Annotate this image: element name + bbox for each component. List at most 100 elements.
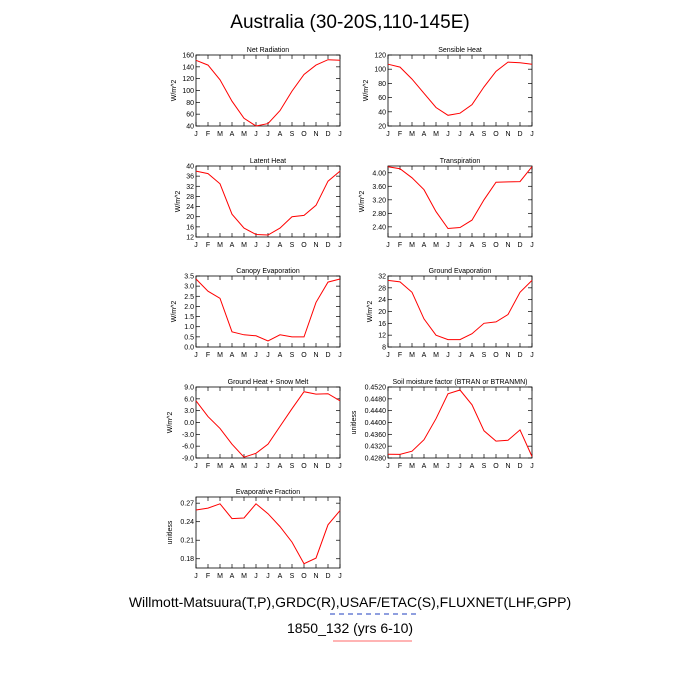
x-tick-label: J xyxy=(338,463,342,470)
y-tick-label: 32 xyxy=(186,184,194,191)
data-point xyxy=(531,166,532,167)
data-point xyxy=(303,215,304,216)
data-point xyxy=(399,168,400,169)
data-point xyxy=(291,90,292,91)
x-tick-label: M xyxy=(433,131,439,138)
y-axis-label: W/m^2 xyxy=(359,191,366,213)
x-tick-label: M xyxy=(241,352,247,359)
data-point xyxy=(387,64,388,65)
y-tick-label: 2.5 xyxy=(184,294,194,301)
x-tick-label: A xyxy=(278,463,283,470)
x-tick-label: M xyxy=(241,131,247,138)
y-tick-label: 9.0 xyxy=(184,385,194,392)
x-tick-label: J xyxy=(530,463,534,470)
x-tick-label: O xyxy=(301,463,307,470)
y-tick-label: 16 xyxy=(378,321,386,328)
y-tick-label: 40 xyxy=(186,124,194,131)
data-point xyxy=(483,430,484,431)
data-point xyxy=(231,101,232,102)
data-point xyxy=(411,79,412,80)
y-tick-label: 60 xyxy=(378,95,386,102)
x-tick-label: J xyxy=(386,352,390,359)
x-tick-label: J xyxy=(530,242,534,249)
x-tick-label: A xyxy=(230,131,235,138)
panel-title: Ground Evaporation xyxy=(429,268,492,275)
x-tick-label: J xyxy=(386,463,390,470)
data-point xyxy=(207,291,208,292)
data-point xyxy=(303,563,304,564)
x-tick-label: A xyxy=(278,352,283,359)
x-tick-label: A xyxy=(230,352,235,359)
data-point xyxy=(531,64,532,65)
y-tick-label: 6.0 xyxy=(184,396,194,403)
x-tick-label: J xyxy=(254,573,258,580)
x-tick-label: A xyxy=(278,573,283,580)
panel-frame xyxy=(387,386,533,459)
data-point xyxy=(495,441,496,442)
data-point xyxy=(507,314,508,315)
y-tick-label: 20 xyxy=(378,309,386,316)
x-tick-label: S xyxy=(290,463,295,470)
data-point xyxy=(279,334,280,335)
panel-title: Latent Heat xyxy=(250,158,286,165)
data-point xyxy=(447,228,448,229)
series-line xyxy=(195,503,341,565)
data-point xyxy=(531,456,532,457)
data-point xyxy=(459,113,460,114)
x-tick-label: D xyxy=(325,463,330,470)
data-point xyxy=(327,59,328,60)
x-tick-label: F xyxy=(206,573,210,580)
data-point xyxy=(291,541,292,542)
y-tick-label: 0.21 xyxy=(180,538,194,545)
x-tick-label: M xyxy=(409,242,415,249)
x-tick-label: F xyxy=(206,131,210,138)
y-axis-label: W/m^2 xyxy=(171,301,178,323)
x-tick-label: A xyxy=(470,352,475,359)
data-point xyxy=(423,93,424,94)
x-tick-label: J xyxy=(338,573,342,580)
panel-frame xyxy=(387,275,533,348)
x-tick-label: O xyxy=(493,131,499,138)
x-tick-label: N xyxy=(505,463,510,470)
x-tick-label: M xyxy=(409,131,415,138)
data-point xyxy=(423,189,424,190)
x-tick-label: N xyxy=(313,573,318,580)
x-tick-label: O xyxy=(301,352,307,359)
x-tick-label: O xyxy=(493,463,499,470)
x-tick-label: O xyxy=(301,573,307,580)
y-axis-label: W/m^2 xyxy=(175,191,182,213)
x-tick-label: F xyxy=(398,242,402,249)
series-line xyxy=(195,391,341,458)
panel-title: Net Radiation xyxy=(247,47,290,54)
y-tick-label: -6.0 xyxy=(182,444,194,451)
data-point xyxy=(291,408,292,409)
x-tick-label: S xyxy=(482,242,487,249)
x-tick-label: D xyxy=(517,242,522,249)
data-point xyxy=(435,107,436,108)
x-tick-label: J xyxy=(266,352,270,359)
data-point xyxy=(255,234,256,235)
x-tick-label: J xyxy=(254,352,258,359)
x-tick-label: F xyxy=(206,352,210,359)
data-point xyxy=(387,166,388,167)
data-point xyxy=(519,181,520,182)
x-tick-label: N xyxy=(313,131,318,138)
figure-title: Australia (30-20S,110-145E) xyxy=(230,12,470,33)
x-tick-label: J xyxy=(446,131,450,138)
data-point xyxy=(459,227,460,228)
y-tick-label: 12 xyxy=(378,333,386,340)
panel-title: Evaporative Fraction xyxy=(236,489,300,496)
y-tick-label: 2.80 xyxy=(372,211,386,218)
series-line xyxy=(387,166,533,230)
y-tick-label: 16 xyxy=(186,224,194,231)
panel-title: Ground Heat + Snow Melt xyxy=(228,379,309,386)
x-tick-label: M xyxy=(217,463,223,470)
y-tick-label: 3.5 xyxy=(184,274,194,281)
x-tick-label: D xyxy=(325,242,330,249)
x-tick-label: J xyxy=(446,242,450,249)
